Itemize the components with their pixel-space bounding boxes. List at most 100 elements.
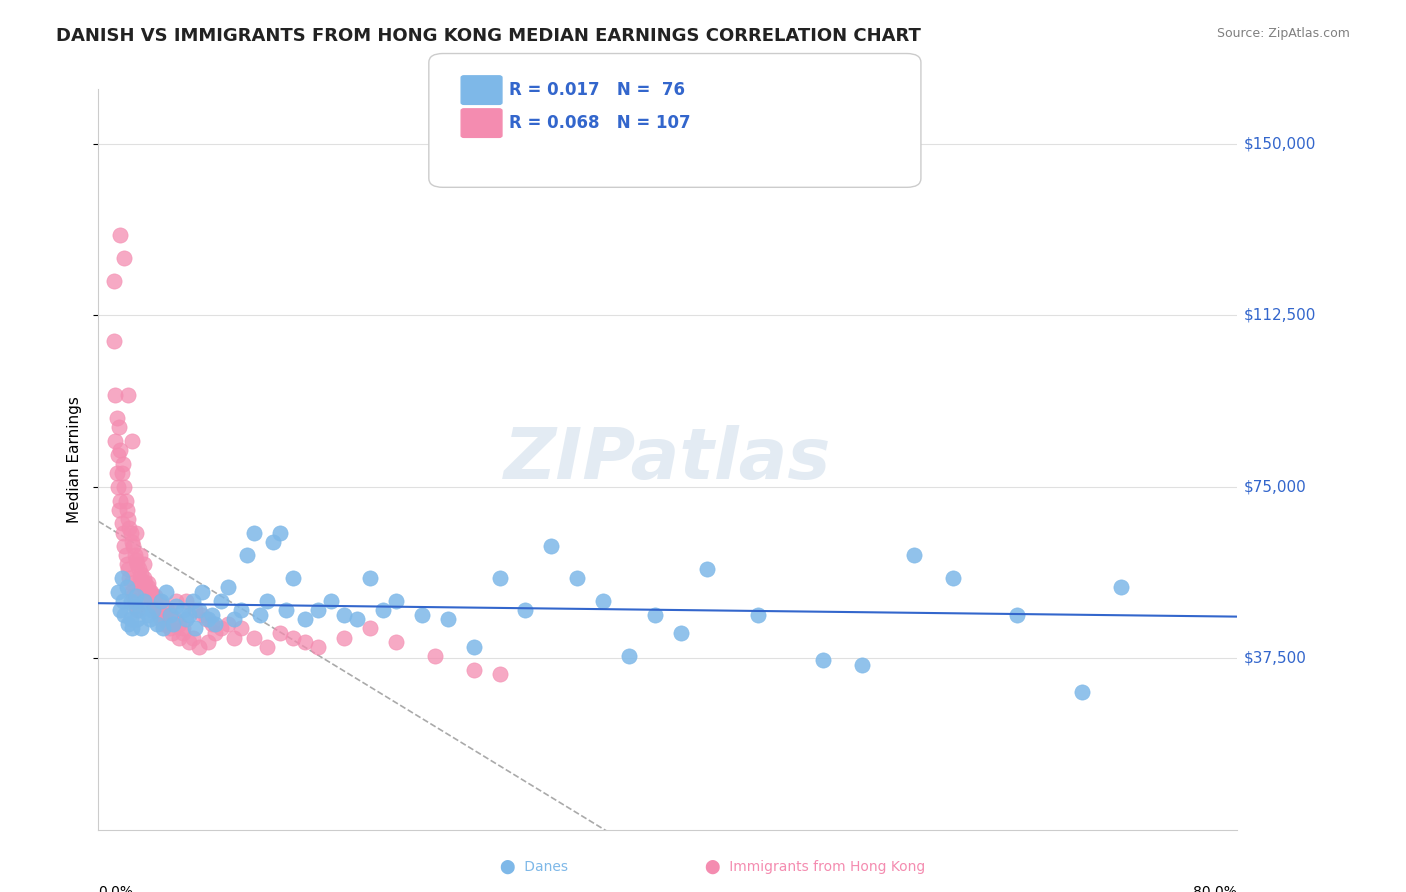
Point — [112, 252, 135, 266]
Point — [333, 631, 356, 645]
Point — [138, 590, 160, 604]
Point — [371, 603, 394, 617]
Point — [184, 603, 207, 617]
Point — [540, 539, 562, 553]
Point — [136, 580, 159, 594]
Point — [617, 648, 640, 663]
Point — [120, 525, 142, 540]
Point — [385, 594, 408, 608]
Point — [162, 616, 184, 631]
Point — [125, 599, 148, 613]
Point — [120, 594, 142, 608]
Text: DANISH VS IMMIGRANTS FROM HONG KONG MEDIAN EARNINGS CORRELATION CHART: DANISH VS IMMIGRANTS FROM HONG KONG MEDI… — [56, 27, 921, 45]
Point — [128, 603, 150, 617]
Point — [136, 575, 159, 590]
Point — [488, 571, 510, 585]
Point — [148, 594, 170, 608]
Point — [132, 558, 155, 572]
Point — [118, 571, 141, 585]
Text: 80.0%: 80.0% — [1194, 885, 1237, 892]
Point — [156, 616, 179, 631]
Point — [103, 274, 125, 288]
Point — [152, 599, 174, 613]
Point — [294, 635, 316, 649]
Point — [127, 603, 149, 617]
Point — [1071, 685, 1094, 699]
Point — [181, 631, 204, 645]
Point — [145, 616, 167, 631]
Point — [145, 590, 167, 604]
Point — [105, 466, 128, 480]
Point — [669, 626, 692, 640]
Point — [104, 388, 127, 402]
Point — [346, 612, 368, 626]
Point — [224, 612, 246, 626]
Point — [103, 334, 125, 348]
Point — [120, 612, 142, 626]
Point — [153, 607, 176, 622]
Point — [172, 622, 194, 636]
Point — [903, 549, 925, 563]
Point — [110, 603, 132, 617]
Point — [149, 612, 172, 626]
Point — [942, 571, 965, 585]
Point — [139, 612, 162, 626]
Point — [197, 635, 219, 649]
Point — [201, 616, 224, 631]
Point — [359, 571, 381, 585]
Point — [134, 575, 156, 590]
Point — [172, 626, 194, 640]
Point — [117, 616, 139, 631]
Point — [204, 626, 226, 640]
Point — [145, 594, 167, 608]
Point — [172, 603, 194, 617]
Point — [294, 612, 316, 626]
Point — [108, 502, 131, 516]
Point — [124, 549, 146, 563]
Text: $150,000: $150,000 — [1244, 136, 1316, 152]
Point — [114, 493, 136, 508]
Text: $37,500: $37,500 — [1244, 650, 1306, 665]
Point — [110, 228, 132, 243]
Point — [191, 607, 214, 622]
Point — [152, 616, 174, 631]
Point — [385, 635, 408, 649]
Point — [131, 575, 153, 590]
Point — [132, 580, 155, 594]
Text: $75,000: $75,000 — [1244, 479, 1306, 494]
Point — [567, 571, 589, 585]
Point — [111, 516, 134, 531]
Point — [274, 603, 297, 617]
Point — [111, 457, 134, 471]
Point — [105, 411, 128, 425]
Point — [111, 525, 134, 540]
Point — [194, 612, 217, 626]
Point — [249, 607, 271, 622]
Point — [242, 525, 264, 540]
Point — [121, 622, 143, 636]
Point — [125, 525, 148, 540]
Point — [160, 607, 183, 622]
Point — [139, 585, 162, 599]
Point — [269, 626, 291, 640]
Point — [141, 594, 163, 608]
Point — [163, 612, 186, 626]
Text: ZIPatlas: ZIPatlas — [505, 425, 831, 494]
Point — [128, 549, 150, 563]
Point — [307, 640, 329, 654]
Point — [141, 585, 163, 599]
Point — [463, 640, 485, 654]
Text: 0.0%: 0.0% — [98, 885, 134, 892]
Point — [176, 612, 198, 626]
Point — [112, 539, 135, 553]
Point — [201, 607, 224, 622]
Point — [136, 607, 159, 622]
Point — [108, 420, 131, 434]
Point — [411, 607, 433, 622]
Point — [135, 585, 157, 599]
Point — [107, 585, 129, 599]
Point — [111, 594, 134, 608]
Point — [307, 603, 329, 617]
Point — [747, 607, 769, 622]
Point — [122, 539, 145, 553]
